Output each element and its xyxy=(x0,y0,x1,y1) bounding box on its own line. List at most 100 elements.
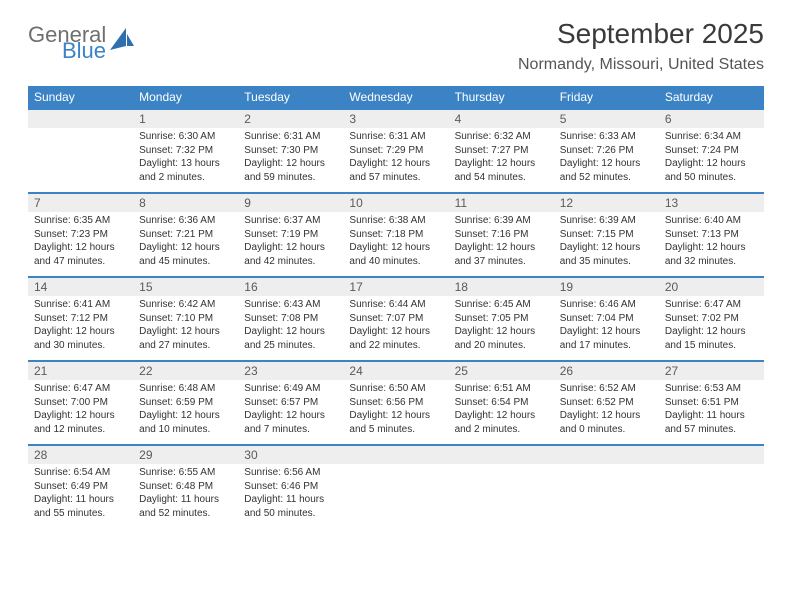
sunrise-text: Sunrise: 6:50 AM xyxy=(349,382,442,396)
day-cell: Sunrise: 6:50 AMSunset: 6:56 PMDaylight:… xyxy=(343,380,448,444)
brand-text: General Blue xyxy=(28,24,106,62)
brand-word2: Blue xyxy=(62,40,106,62)
daylight-text: Daylight: 12 hours and 0 minutes. xyxy=(560,409,653,436)
day-cell: Sunrise: 6:53 AMSunset: 6:51 PMDaylight:… xyxy=(659,380,764,444)
day-cell: Sunrise: 6:43 AMSunset: 7:08 PMDaylight:… xyxy=(238,296,343,360)
daynum-cell: 6 xyxy=(659,110,764,128)
sunset-text: Sunset: 6:52 PM xyxy=(560,396,653,410)
header-row: General Blue September 2025 Normandy, Mi… xyxy=(28,18,764,74)
sunset-text: Sunset: 7:26 PM xyxy=(560,144,653,158)
daynum-cell: 12 xyxy=(554,194,659,212)
daynum-cell: 10 xyxy=(343,194,448,212)
weeks-container: 123456Sunrise: 6:30 AMSunset: 7:32 PMDay… xyxy=(28,108,764,528)
day-cell: Sunrise: 6:31 AMSunset: 7:30 PMDaylight:… xyxy=(238,128,343,192)
sunset-text: Sunset: 6:56 PM xyxy=(349,396,442,410)
sunset-text: Sunset: 7:24 PM xyxy=(665,144,758,158)
sunrise-text: Sunrise: 6:40 AM xyxy=(665,214,758,228)
daylight-text: Daylight: 12 hours and 5 minutes. xyxy=(349,409,442,436)
daynum-cell: 25 xyxy=(449,362,554,380)
daynum-cell: 4 xyxy=(449,110,554,128)
sunrise-text: Sunrise: 6:48 AM xyxy=(139,382,232,396)
title-block: September 2025 Normandy, Missouri, Unite… xyxy=(518,18,764,74)
daylight-text: Daylight: 12 hours and 22 minutes. xyxy=(349,325,442,352)
content-row: Sunrise: 6:41 AMSunset: 7:12 PMDaylight:… xyxy=(28,296,764,360)
sunrise-text: Sunrise: 6:38 AM xyxy=(349,214,442,228)
sunset-text: Sunset: 6:48 PM xyxy=(139,480,232,494)
day-cell: Sunrise: 6:45 AMSunset: 7:05 PMDaylight:… xyxy=(449,296,554,360)
daynum-cell: 29 xyxy=(133,446,238,464)
sunrise-text: Sunrise: 6:39 AM xyxy=(560,214,653,228)
sunrise-text: Sunrise: 6:47 AM xyxy=(34,382,127,396)
daylight-text: Daylight: 11 hours and 55 minutes. xyxy=(34,493,127,520)
content-row: Sunrise: 6:47 AMSunset: 7:00 PMDaylight:… xyxy=(28,380,764,444)
dow-header-cell: Tuesday xyxy=(238,86,343,108)
dow-header-cell: Friday xyxy=(554,86,659,108)
sunset-text: Sunset: 7:12 PM xyxy=(34,312,127,326)
sunset-text: Sunset: 7:21 PM xyxy=(139,228,232,242)
content-row: Sunrise: 6:30 AMSunset: 7:32 PMDaylight:… xyxy=(28,128,764,192)
day-cell xyxy=(449,464,554,528)
daynum-cell: 20 xyxy=(659,278,764,296)
daynum-cell: 14 xyxy=(28,278,133,296)
daylight-text: Daylight: 13 hours and 2 minutes. xyxy=(139,157,232,184)
daynum-cell: 1 xyxy=(133,110,238,128)
sunset-text: Sunset: 7:32 PM xyxy=(139,144,232,158)
day-cell: Sunrise: 6:32 AMSunset: 7:27 PMDaylight:… xyxy=(449,128,554,192)
daynum-cell: 18 xyxy=(449,278,554,296)
day-cell: Sunrise: 6:48 AMSunset: 6:59 PMDaylight:… xyxy=(133,380,238,444)
day-cell: Sunrise: 6:38 AMSunset: 7:18 PMDaylight:… xyxy=(343,212,448,276)
calendar-grid: SundayMondayTuesdayWednesdayThursdayFrid… xyxy=(28,86,764,528)
sunrise-text: Sunrise: 6:39 AM xyxy=(455,214,548,228)
sunrise-text: Sunrise: 6:42 AM xyxy=(139,298,232,312)
sunrise-text: Sunrise: 6:41 AM xyxy=(34,298,127,312)
daynum-cell: 21 xyxy=(28,362,133,380)
daynum-cell: 8 xyxy=(133,194,238,212)
daylight-text: Daylight: 12 hours and 42 minutes. xyxy=(244,241,337,268)
daynum-cell xyxy=(449,446,554,464)
sunrise-text: Sunrise: 6:43 AM xyxy=(244,298,337,312)
daynum-row: 14151617181920 xyxy=(28,278,764,296)
sunrise-text: Sunrise: 6:53 AM xyxy=(665,382,758,396)
day-cell: Sunrise: 6:30 AMSunset: 7:32 PMDaylight:… xyxy=(133,128,238,192)
sunrise-text: Sunrise: 6:37 AM xyxy=(244,214,337,228)
day-cell: Sunrise: 6:46 AMSunset: 7:04 PMDaylight:… xyxy=(554,296,659,360)
sunrise-text: Sunrise: 6:31 AM xyxy=(244,130,337,144)
daynum-cell: 9 xyxy=(238,194,343,212)
daylight-text: Daylight: 12 hours and 7 minutes. xyxy=(244,409,337,436)
daylight-text: Daylight: 12 hours and 27 minutes. xyxy=(139,325,232,352)
daylight-text: Daylight: 12 hours and 35 minutes. xyxy=(560,241,653,268)
sunset-text: Sunset: 7:05 PM xyxy=(455,312,548,326)
day-cell: Sunrise: 6:44 AMSunset: 7:07 PMDaylight:… xyxy=(343,296,448,360)
day-cell: Sunrise: 6:31 AMSunset: 7:29 PMDaylight:… xyxy=(343,128,448,192)
daynum-cell: 5 xyxy=(554,110,659,128)
sunset-text: Sunset: 7:15 PM xyxy=(560,228,653,242)
sunrise-text: Sunrise: 6:30 AM xyxy=(139,130,232,144)
sunrise-text: Sunrise: 6:51 AM xyxy=(455,382,548,396)
sunset-text: Sunset: 7:07 PM xyxy=(349,312,442,326)
day-cell: Sunrise: 6:54 AMSunset: 6:49 PMDaylight:… xyxy=(28,464,133,528)
dow-header-cell: Wednesday xyxy=(343,86,448,108)
daylight-text: Daylight: 12 hours and 17 minutes. xyxy=(560,325,653,352)
daylight-text: Daylight: 12 hours and 2 minutes. xyxy=(455,409,548,436)
daynum-cell xyxy=(659,446,764,464)
day-cell xyxy=(659,464,764,528)
content-row: Sunrise: 6:54 AMSunset: 6:49 PMDaylight:… xyxy=(28,464,764,528)
page-title: September 2025 xyxy=(518,18,764,50)
daylight-text: Daylight: 12 hours and 30 minutes. xyxy=(34,325,127,352)
day-cell: Sunrise: 6:49 AMSunset: 6:57 PMDaylight:… xyxy=(238,380,343,444)
dow-header-row: SundayMondayTuesdayWednesdayThursdayFrid… xyxy=(28,86,764,108)
daylight-text: Daylight: 12 hours and 54 minutes. xyxy=(455,157,548,184)
sunset-text: Sunset: 6:46 PM xyxy=(244,480,337,494)
daynum-row: 282930 xyxy=(28,446,764,464)
dow-header-cell: Sunday xyxy=(28,86,133,108)
day-cell xyxy=(28,128,133,192)
sunset-text: Sunset: 7:19 PM xyxy=(244,228,337,242)
daylight-text: Daylight: 11 hours and 50 minutes. xyxy=(244,493,337,520)
daylight-text: Daylight: 12 hours and 40 minutes. xyxy=(349,241,442,268)
daylight-text: Daylight: 12 hours and 45 minutes. xyxy=(139,241,232,268)
calendar-page: General Blue September 2025 Normandy, Mi… xyxy=(0,0,792,528)
dow-header-cell: Thursday xyxy=(449,86,554,108)
day-cell: Sunrise: 6:37 AMSunset: 7:19 PMDaylight:… xyxy=(238,212,343,276)
day-cell: Sunrise: 6:33 AMSunset: 7:26 PMDaylight:… xyxy=(554,128,659,192)
day-cell xyxy=(554,464,659,528)
